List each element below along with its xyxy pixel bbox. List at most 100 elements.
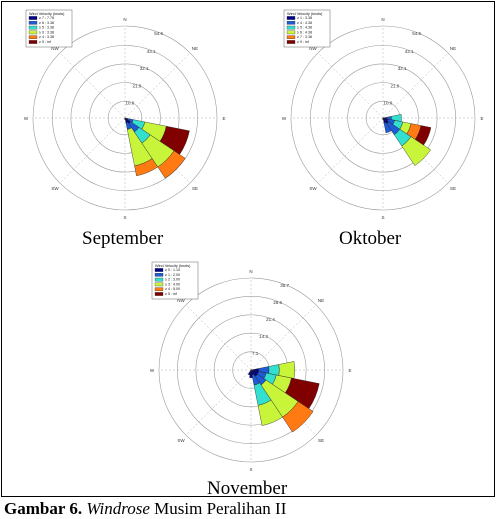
legend-label: ≥ 1 : 3.38	[297, 16, 312, 20]
legend-title: Wind Velocity (knots)	[287, 12, 323, 16]
grid-ring	[32, 25, 218, 211]
legend-label: ≥ 5 : 3.38	[39, 26, 54, 30]
legend-swatch	[154, 287, 164, 291]
grid-ring	[347, 82, 419, 154]
legend-swatch	[28, 35, 38, 39]
legend-label: ≥ 6 : 4.38	[297, 30, 312, 34]
legend-swatch	[154, 273, 164, 277]
grid-spoke	[185, 304, 252, 371]
legend-label: ≥ 4 : 3.38	[39, 35, 54, 39]
legend-swatch	[154, 268, 164, 272]
compass-label-n: N	[381, 17, 384, 22]
grid-spoke	[250, 304, 317, 371]
figure-caption: Gambar 6. Windrose Musim Peralihan II	[4, 499, 286, 519]
compass-label-sw: SW	[177, 438, 185, 443]
legend-label: ≥ 6 : 3.38	[39, 21, 54, 25]
compass-label-w: W	[282, 116, 287, 121]
wind-sector-bin-1	[383, 121, 392, 134]
compass-label-ne: NE	[450, 46, 456, 51]
legend-swatch	[154, 282, 164, 287]
legend-swatch	[28, 30, 38, 35]
wind-sector-bin-0	[249, 369, 253, 378]
grid-spoke	[185, 369, 252, 436]
ring-label: 54.6	[412, 31, 421, 36]
compass-label-w: W	[24, 116, 29, 121]
grid-ring	[89, 82, 161, 154]
compass-label-e: E	[348, 368, 351, 373]
compass-label-s: S	[249, 467, 252, 472]
compass-label-s: S	[123, 215, 126, 220]
legend-swatch	[286, 21, 296, 25]
legend-label: ≥ 1 : 2.00	[165, 273, 180, 277]
ring-label: 21.0	[391, 83, 400, 88]
caption-label: Gambar 6.	[4, 499, 83, 518]
wind-sector-bin-4	[157, 150, 186, 179]
grid-ring	[158, 277, 344, 463]
legend-title: Wind Velocity (knots)	[155, 264, 191, 268]
ring-label: 21.4	[266, 317, 275, 322]
ring-label: 43.1	[405, 49, 414, 54]
compass-label-se: SE	[450, 186, 456, 191]
wind-sector-bin-0	[382, 117, 384, 120]
legend-swatch	[286, 30, 296, 35]
ring-label: 43.1	[147, 49, 156, 54]
ring-label: 7.1	[252, 351, 259, 356]
legend-title: Wind Velocity (knots)	[29, 12, 65, 16]
legend-label: ≥ 0 : 1.10	[165, 268, 180, 272]
legend-swatch	[286, 25, 296, 30]
caption-title-italic: Windrose	[86, 499, 150, 518]
legend-swatch	[154, 292, 164, 296]
compass-label-se: SE	[192, 186, 198, 191]
wind-sector-bin-0	[247, 369, 252, 376]
legend-swatch	[154, 277, 164, 282]
compass-label-sw: SW	[309, 186, 317, 191]
grid-spoke	[317, 117, 384, 184]
grid-ring	[70, 63, 180, 173]
legend: Wind Velocity (knots)≥ 0 : 1.10≥ 1 : 2.0…	[151, 261, 199, 300]
legend-swatch	[28, 21, 38, 25]
legend-swatch	[28, 40, 38, 44]
compass-label-w: W	[150, 368, 155, 373]
grid-spoke	[382, 52, 449, 119]
legend-label: ≥ 9 : inf	[297, 40, 309, 44]
wind-sector-bin-4	[134, 158, 159, 177]
wind-sector-bin-3	[257, 399, 283, 426]
ring-label: 28.6	[273, 300, 282, 305]
month-label-oktober: Oktober	[339, 228, 402, 249]
caption-title-rest: Musim Peralihan II	[149, 499, 287, 518]
wind-sector-bin-3	[401, 136, 431, 166]
legend-swatch	[286, 35, 296, 39]
legend-swatch	[286, 16, 296, 20]
grid-spoke	[317, 52, 384, 119]
legend-label: ≥ 9 : 3.38	[39, 30, 54, 34]
legend: Wind Velocity (knots)≥ 7 : 7.78≥ 6 : 3.3…	[25, 9, 73, 48]
grid-spoke	[124, 52, 191, 119]
legend-label: ≥ 5 : 4.38	[297, 26, 312, 30]
legend-label: ≥ 5 : inf	[39, 40, 51, 44]
compass-label-e: E	[480, 116, 483, 121]
compass-label-ne: NE	[192, 46, 198, 51]
legend-label: ≥ 5 : inf	[165, 292, 177, 296]
ring-label: 21.0	[133, 83, 142, 88]
compass-label-nw: NW	[177, 298, 185, 303]
ring-label: 32.1	[398, 66, 407, 71]
legend-label: ≥ 2 : 3.00	[165, 278, 180, 282]
compass-label-ne: NE	[318, 298, 324, 303]
legend-label: ≥ 4 : 4.38	[297, 21, 312, 25]
wind-sector-bin-4	[282, 401, 314, 433]
legend-swatch	[28, 16, 38, 20]
ring-label: 14.3	[259, 334, 268, 339]
legend: Wind Velocity (knots)≥ 1 : 3.38≥ 4 : 4.3…	[283, 9, 331, 48]
legend-label: ≥ 3 : 4.00	[165, 282, 180, 286]
compass-label-se: SE	[318, 438, 324, 443]
wind-sector-bin-0	[124, 117, 126, 120]
month-label-september: September	[82, 228, 164, 249]
legend-swatch	[286, 40, 296, 44]
legend-label: ≥ 7 : 7.78	[39, 16, 54, 20]
legend-label: ≥ 7 : 3.38	[297, 35, 312, 39]
compass-label-n: N	[249, 269, 252, 274]
legend-swatch	[28, 25, 38, 30]
ring-label: 10.0	[383, 100, 392, 105]
